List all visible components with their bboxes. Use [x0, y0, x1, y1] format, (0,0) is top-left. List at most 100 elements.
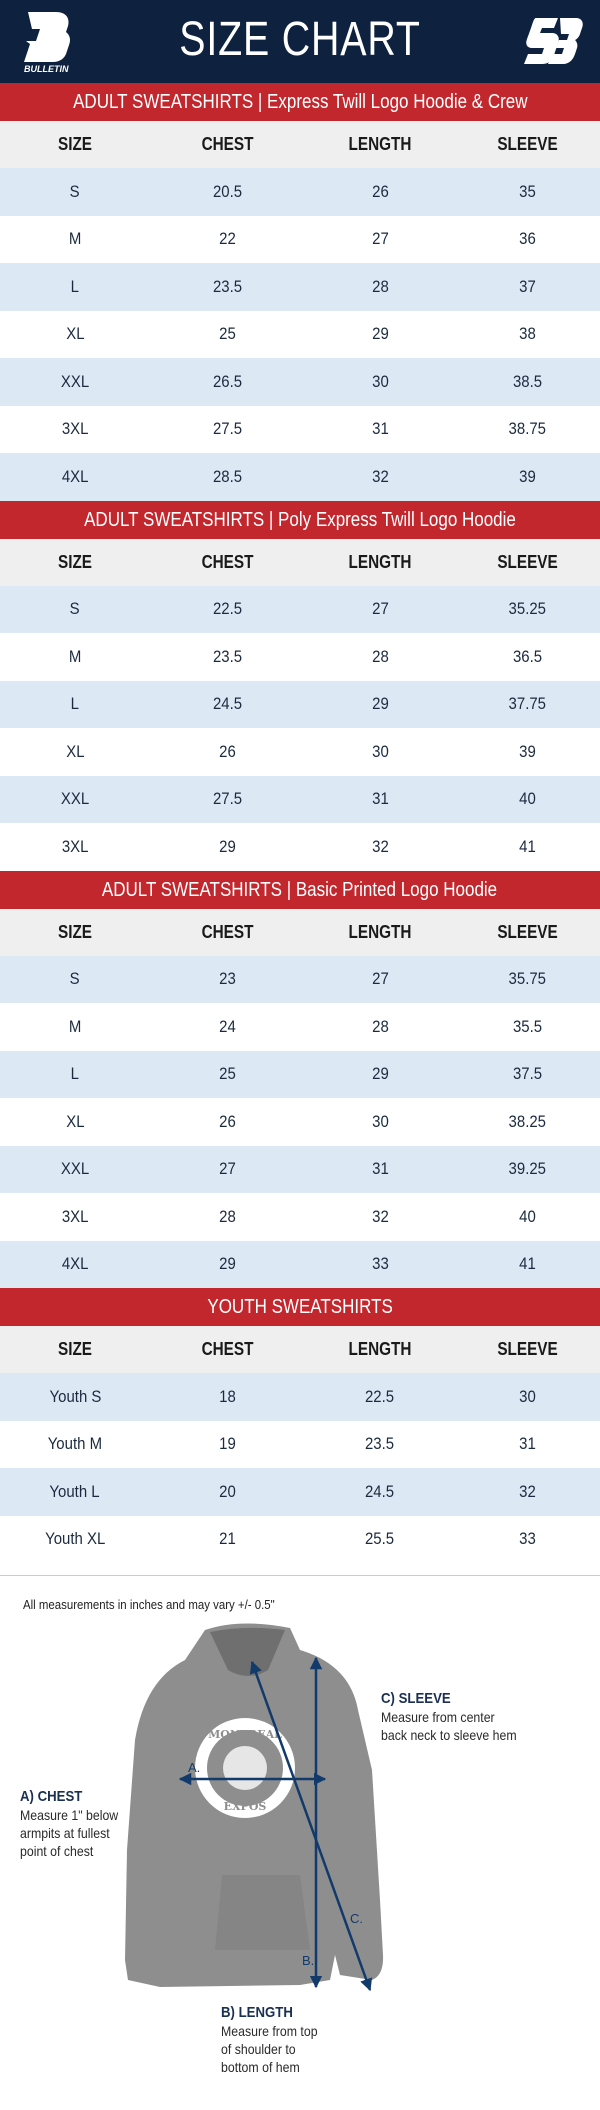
cell-size: 4XL — [61, 466, 89, 486]
column-header-text: SIZE — [57, 134, 92, 154]
cell-size: XXL — [60, 371, 90, 391]
table-cell: XXL — [0, 789, 150, 809]
cell-size: M — [68, 646, 82, 666]
table-row: L 25 29 37.5 — [0, 1050, 600, 1098]
column-header-row: SIZE CHEST LENGTH SLEEVE — [0, 1326, 600, 1373]
table-cell: 37.75 — [455, 694, 600, 714]
column-header-text: LENGTH — [348, 921, 412, 942]
table-row: 3XL 27.5 31 38.75 — [0, 406, 600, 454]
column-header: CHEST — [150, 552, 305, 573]
column-header: SLEEVE — [455, 922, 600, 943]
table-row: Youth M 19 23.5 31 — [0, 1421, 600, 1469]
hoodie-diagram: MONTREAL EXPOS A. B. C. — [125, 1623, 384, 1992]
sleeve-label: C) SLEEVE Measure from center back neck t… — [381, 1690, 517, 1743]
table-cell: 24 — [150, 1017, 305, 1037]
cell-chest: 23 — [219, 969, 236, 989]
cell-size: XL — [65, 324, 85, 344]
cell-chest: 23.5 — [212, 646, 243, 666]
column-header-text: CHEST — [201, 921, 254, 942]
cell-chest: 25 — [219, 324, 236, 344]
table-cell: 26 — [150, 1112, 305, 1132]
size-table-section: ADULT SWEATSHIRTS | Poly Express Twill L… — [0, 500, 600, 871]
svg-text:MONTREAL: MONTREAL — [208, 1728, 282, 1741]
cell-size: XL — [65, 1111, 85, 1131]
table-cell: 38.75 — [455, 419, 600, 439]
table-cell: 3XL — [0, 419, 150, 439]
column-header-text: CHEST — [201, 551, 254, 572]
cell-size: M — [68, 229, 82, 249]
table-cell: 25 — [150, 1064, 305, 1084]
table-cell: 37.5 — [455, 1064, 600, 1084]
table-cell: L — [0, 277, 150, 297]
table-cell: S — [0, 182, 150, 202]
sb-logo — [524, 18, 583, 64]
cell-chest: 26 — [219, 1111, 236, 1131]
cell-length: 32 — [371, 1206, 389, 1226]
table-cell: 33 — [305, 1254, 455, 1274]
cell-chest: 24.5 — [212, 694, 243, 714]
cell-length: 33 — [371, 1254, 389, 1274]
table-cell: S — [0, 969, 150, 989]
table-row: M 22 27 36 — [0, 216, 600, 264]
table-cell: 24.5 — [150, 694, 305, 714]
table-cell: 30 — [455, 1387, 600, 1407]
cell-sleeve: 38.5 — [512, 371, 543, 391]
expos-logo-graphic: MONTREAL EXPOS — [195, 1718, 295, 1818]
cell-sleeve: 35 — [519, 181, 536, 201]
marker-a: A. — [188, 1760, 200, 1775]
cell-sleeve: 33 — [519, 1529, 536, 1549]
cell-length: 24.5 — [365, 1481, 395, 1501]
marker-c: C. — [350, 1911, 363, 1926]
table-cell: 32 — [455, 1482, 600, 1502]
table-cell: XL — [0, 1112, 150, 1132]
table-cell: 26.5 — [150, 372, 305, 392]
table-row: Youth XL 21 25.5 33 — [0, 1516, 600, 1564]
column-header: SLEEVE — [455, 1339, 600, 1360]
cell-sleeve: 38.25 — [508, 1111, 547, 1131]
table-row: XL 25 29 38 — [0, 311, 600, 359]
cell-sleeve: 41 — [519, 836, 536, 856]
cell-length: 30 — [371, 741, 389, 761]
cell-length: 28 — [371, 646, 389, 666]
cell-sleeve: 36 — [519, 229, 536, 249]
table-cell: 25 — [150, 324, 305, 344]
table-cell: 36.5 — [455, 647, 600, 667]
table-cell: 40 — [455, 1207, 600, 1227]
cell-chest: 27.5 — [212, 419, 243, 439]
table-cell: 38.5 — [455, 372, 600, 392]
size-table-section: ADULT SWEATSHIRTS | Express Twill Logo H… — [0, 83, 600, 501]
cell-size: Youth XL — [44, 1529, 106, 1549]
table-cell: 19 — [150, 1434, 305, 1454]
column-header-text: SIZE — [57, 921, 92, 942]
table-cell: 30 — [305, 372, 455, 392]
svg-text:EXPOS: EXPOS — [224, 1800, 267, 1813]
table-row: M 23.5 28 36.5 — [0, 633, 600, 681]
table-cell: 28.5 — [150, 467, 305, 487]
table-cell: 35.25 — [455, 599, 600, 619]
table-cell: 30 — [305, 742, 455, 762]
cell-size: XXL — [60, 789, 90, 809]
table-row: XXL 26.5 30 38.5 — [0, 358, 600, 406]
table-cell: 27.5 — [150, 789, 305, 809]
cell-sleeve: 39.25 — [508, 1159, 547, 1179]
table-cell: S — [0, 599, 150, 619]
table-cell: 39 — [455, 742, 600, 762]
cell-chest: 21 — [219, 1529, 236, 1549]
cell-size: L — [70, 694, 80, 714]
cell-chest: 23.5 — [212, 276, 243, 296]
column-header: CHEST — [150, 1339, 305, 1360]
cell-sleeve: 35.5 — [512, 1016, 543, 1036]
cell-size: XL — [65, 741, 85, 761]
cell-sleeve: 39 — [519, 741, 536, 761]
cell-length: 22.5 — [365, 1386, 395, 1406]
table-cell: 31 — [455, 1434, 600, 1454]
table-cell: 31 — [305, 1159, 455, 1179]
table-cell: 28 — [150, 1207, 305, 1227]
column-header-text: SLEEVE — [497, 921, 558, 942]
cell-length: 29 — [371, 324, 389, 344]
table-cell: 22 — [150, 229, 305, 249]
table-cell: 22.5 — [150, 599, 305, 619]
column-header: SLEEVE — [455, 134, 600, 155]
table-cell: XXL — [0, 1159, 150, 1179]
page-header: BULLETIN SIZE CHART — [0, 0, 600, 83]
